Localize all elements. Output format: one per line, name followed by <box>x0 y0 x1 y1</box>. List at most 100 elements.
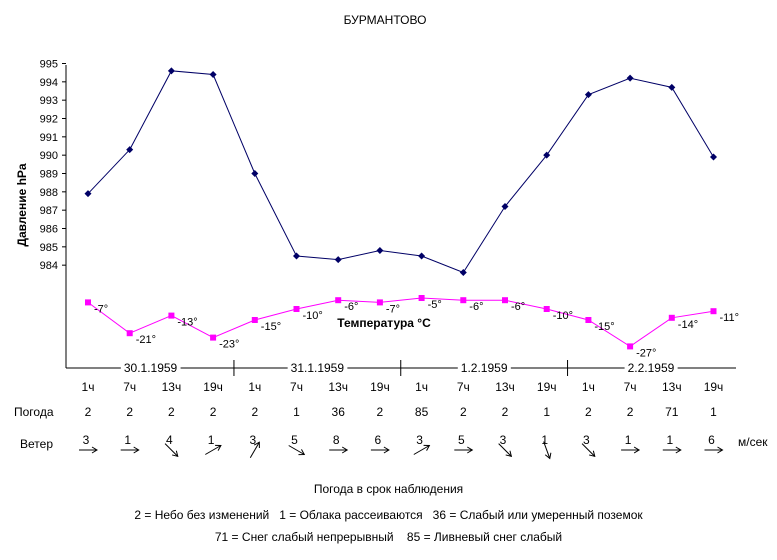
pressure-point <box>167 67 175 75</box>
weather-code: 1 <box>543 405 550 419</box>
temperature-data-label: -21° <box>136 334 156 346</box>
temperature-point <box>585 317 592 323</box>
time-row: 1ч 7ч 13ч 19ч 1ч 7ч 13ч 19ч 1ч 7ч 13ч 19ч 1ч 7ч 13ч 19ч <box>82 380 724 394</box>
time-label: 19ч <box>203 380 223 394</box>
weather-code: 36 <box>332 405 346 419</box>
pressure-point <box>418 252 426 260</box>
wind-arrow-head <box>133 446 140 454</box>
temperature-series: -7° -21° -13° -23° -15° -10° -6° -7° -5° -6° -6° -1… <box>85 295 739 359</box>
legend-title: Погода в срок наблюдения <box>313 482 464 496</box>
time-label: 1ч <box>82 380 95 394</box>
wind-row: 3 1 4 1 3 5 8 6 3 5 3 1 3 1 1 6 <box>79 433 724 460</box>
pressure-point <box>84 190 92 198</box>
y-axis-label: Давление hPa <box>15 163 29 247</box>
pressure-point <box>668 83 676 91</box>
date-label: 2.2.1959 <box>628 361 675 375</box>
wind-arrow-head <box>633 446 641 454</box>
weather-code: 2 <box>502 405 509 419</box>
date-label: 1.2.1959 <box>461 361 508 375</box>
wind-row-label: Ветер <box>20 437 53 451</box>
y-tick-label: 990 <box>40 150 58 162</box>
temperature-data-label: -15° <box>594 321 614 333</box>
chart-title: БУРМАНТОВО <box>344 13 427 27</box>
wind-arrow-head <box>467 446 474 454</box>
wind-speed: 4 <box>166 433 173 447</box>
y-tick-label: 993 <box>40 95 58 107</box>
wind-speed: 3 <box>500 433 507 447</box>
weather-code: 1 <box>293 405 300 419</box>
time-label: 7ч <box>123 380 136 394</box>
wind-speed: 6 <box>708 433 715 447</box>
temperature-point <box>502 297 508 304</box>
temperature-label: Температура °C <box>337 316 431 330</box>
temperature-data-label: -23° <box>219 339 239 351</box>
wind-arrow-head <box>717 446 724 454</box>
time-label: 19ч <box>537 380 557 394</box>
wind-arrow-head <box>253 441 260 449</box>
temperature-data-label: -13° <box>177 317 197 329</box>
pressure-point <box>251 170 259 177</box>
wind-speed: 3 <box>249 433 256 447</box>
pressure-point <box>626 74 634 82</box>
y-tick-label: 988 <box>40 187 58 199</box>
pressure-series <box>84 67 717 276</box>
pressure-point <box>293 252 300 260</box>
temperature-data-label: -14° <box>678 319 698 331</box>
temperature-data-label: -10° <box>303 310 323 322</box>
temperature-point <box>627 343 634 350</box>
date-label-bg <box>287 360 348 376</box>
weather-code: 2 <box>210 405 217 419</box>
weather-row-label: Погода <box>14 405 54 419</box>
time-label: 7ч <box>290 380 303 394</box>
wind-arrow-head <box>505 450 513 458</box>
pressure-point <box>459 269 467 276</box>
pressure-point <box>334 256 342 264</box>
temperature-point <box>251 317 258 323</box>
wind-arrow-head <box>588 450 596 458</box>
temperature-point <box>293 306 300 312</box>
temperature-data-label: -15° <box>261 321 281 333</box>
temperature-line <box>87 297 714 347</box>
time-label: 7ч <box>457 380 470 394</box>
time-label: 19ч <box>370 380 390 394</box>
pressure-point <box>376 247 384 254</box>
legend-line-2: 71 = Снег слабый непрерывный 85 = Ливнев… <box>214 530 563 544</box>
weather-chart: БУРМАНТОВО 984 985 986 987 988 989 990 991 992 99… <box>14 13 768 460</box>
wind-speed: 8 <box>333 433 340 447</box>
weather-row: 2 2 2 2 2 1 36 2 85 2 2 1 2 2 71 1 <box>85 405 718 419</box>
wind-speed: 1 <box>208 433 215 447</box>
temperature-data-label: -10° <box>553 310 573 322</box>
temperature-point <box>126 330 133 337</box>
wind-arrow <box>581 443 596 457</box>
temperature-point <box>168 312 175 319</box>
wind-arrow-head <box>544 452 552 460</box>
y-tick-label: 992 <box>40 114 58 126</box>
date-row: 30.1.1959 31.1.1959 1.2.1959 2.2.1959 <box>120 360 678 376</box>
wind-arrow-head <box>383 446 390 454</box>
y-tick-label: 989 <box>40 169 58 181</box>
temperature-data-label: -7° <box>386 303 400 315</box>
time-label: 19ч <box>704 380 724 394</box>
weather-code: 2 <box>627 405 634 419</box>
wind-speed: 3 <box>83 433 90 447</box>
wind-arrow-head <box>675 446 682 454</box>
wind-speed: 3 <box>583 433 590 447</box>
wind-arrow-head <box>171 450 179 458</box>
time-label: 13ч <box>162 380 182 394</box>
weather-code: 2 <box>126 405 133 419</box>
temperature-data-label: -5° <box>428 299 442 311</box>
temperature-data-label: -11° <box>720 312 739 324</box>
wind-speed: 1 <box>124 433 131 447</box>
temperature-point <box>418 295 425 301</box>
date-label: 30.1.1959 <box>124 361 178 375</box>
time-label: 13ч <box>495 380 515 394</box>
temperature-point <box>668 314 675 321</box>
y-tick-label: 991 <box>40 132 58 144</box>
temperature-data-label: -27° <box>636 347 656 359</box>
date-label: 31.1.1959 <box>291 361 345 375</box>
pressure-point <box>126 146 134 154</box>
temperature-point <box>460 297 467 304</box>
wind-arrow-head <box>91 446 98 454</box>
wind-speed: 1 <box>541 433 548 447</box>
wind-arrow <box>288 445 305 455</box>
